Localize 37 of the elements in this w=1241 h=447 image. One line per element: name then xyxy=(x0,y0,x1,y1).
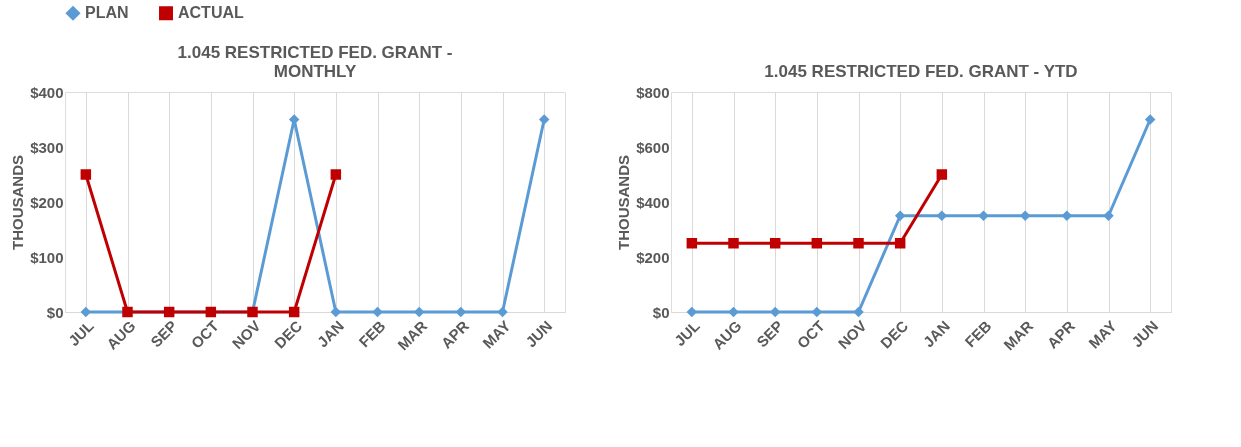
y-tick-label: $0 xyxy=(46,303,64,321)
point xyxy=(894,210,906,221)
point xyxy=(538,114,550,125)
point xyxy=(372,306,383,318)
y-tick-label: $100 xyxy=(30,248,64,266)
point xyxy=(728,238,739,249)
point xyxy=(853,306,864,318)
chart-title: 1.045 RESTRICTED FED. GRANT - YTD xyxy=(764,62,1078,81)
point xyxy=(853,238,864,249)
point xyxy=(1144,114,1156,125)
y-tick-label: $400 xyxy=(30,83,64,101)
y-tick-label: $800 xyxy=(636,83,670,101)
y-tick-label: $200 xyxy=(30,193,64,211)
y-tick-label: $200 xyxy=(636,248,670,266)
point xyxy=(769,238,781,249)
y-tick-label: $600 xyxy=(636,138,670,156)
y-tick-label: $300 xyxy=(30,138,64,156)
x-tick-label: JUL xyxy=(670,317,703,350)
point xyxy=(80,169,92,180)
point xyxy=(686,238,698,249)
point xyxy=(728,306,739,318)
y-axis-title: THOUSANDS xyxy=(9,154,27,251)
point xyxy=(288,306,300,318)
point xyxy=(936,169,948,180)
legend-label: ACTUAL xyxy=(178,4,244,22)
chart-title: 1.045 RESTRICTED FED. GRANT - MONTHLY xyxy=(177,43,453,81)
y-axis-title: THOUSANDS xyxy=(615,154,633,251)
point xyxy=(811,238,823,249)
y-tick-label: $400 xyxy=(636,193,670,211)
legend-label: PLAN xyxy=(85,4,129,22)
point xyxy=(497,306,508,318)
point xyxy=(894,238,906,249)
y-tick-label: $0 xyxy=(652,303,670,321)
point xyxy=(1103,210,1114,221)
point xyxy=(330,169,342,180)
point xyxy=(978,210,989,221)
x-tick-label: JUL xyxy=(64,317,97,350)
